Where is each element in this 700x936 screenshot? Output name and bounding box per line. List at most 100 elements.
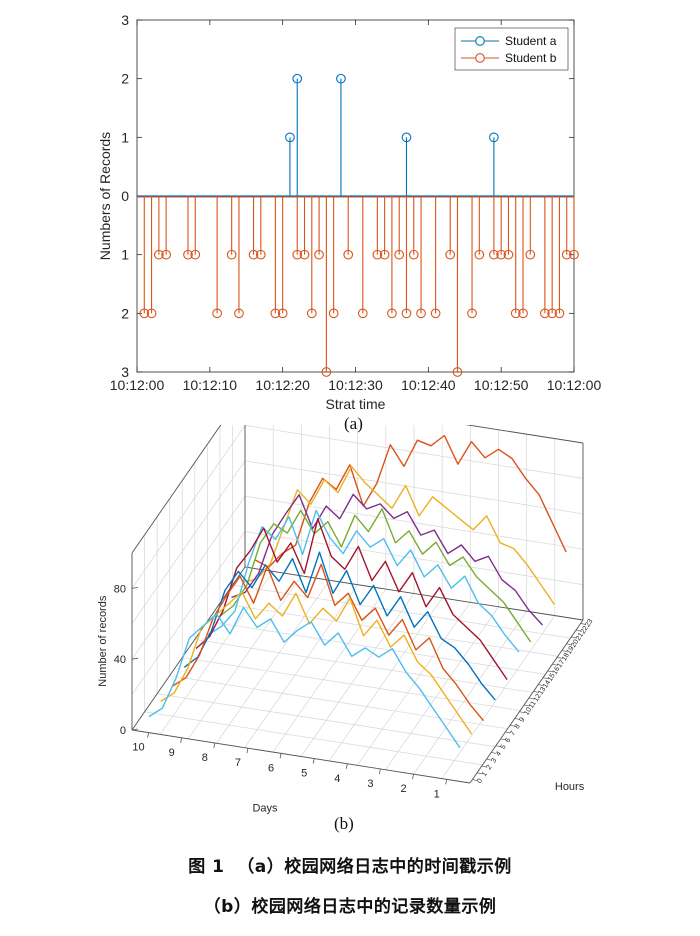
day-tick-label: 4 [334,773,340,785]
floor-gridline [328,597,443,762]
hours-axis-title: Hours [555,781,585,793]
hour-tick-mark [481,765,487,768]
days-axis-title: Days [252,803,278,815]
hour-tick-label: 13 [537,686,547,696]
day-series-line [148,606,461,749]
stem-marker-student-b [161,249,171,260]
day-series-line [172,563,485,722]
stem-marker-student-b [503,249,514,260]
z-tick-label: 80 [114,583,126,595]
hour-tick-mark [566,643,572,646]
y-tick-label: 1 [121,247,129,263]
hour-tick-mark [542,677,549,680]
day-series-line [254,434,567,569]
floor-gridline [219,602,558,657]
hour-tick-label: 10 [523,706,533,716]
day-series-line [219,508,532,643]
stem-marker-student-b [299,249,310,260]
floor-gridline [169,675,508,730]
day-tick-mark [279,753,282,759]
x-tick-label: 10:12:20 [255,377,310,393]
axis-box-edge [131,425,222,554]
stem-marker-student-b [212,308,222,319]
floor-gridline [232,584,571,639]
legend-marker [475,53,485,63]
y-tick-label: 1 [121,129,129,145]
stem-marker-student-b [190,249,201,260]
hour-tick-label: 7 [509,730,517,737]
stem-marker-student-b [306,308,317,319]
caption-a-text: （a）校园网络日志中的时间戳示例 [237,857,512,877]
axis-box-edge [465,425,584,444]
hour-tick-label: 8 [514,723,522,730]
hour-tick-mark [528,697,534,700]
hour-tick-mark [552,663,558,666]
legend-label: Student b [505,51,557,65]
hour-tick-mark [500,738,506,741]
hour-tick-mark [491,752,497,754]
stem-marker-student-a [401,132,412,143]
day-tick-mark [180,737,183,743]
hour-tick-label: 14 [542,679,552,689]
axis-box-edge [131,566,246,731]
stem-marker-student-b [248,249,259,260]
figure-caption-line-1: 图 1 （a）校园网络日志中的时间戳示例 [0,852,700,877]
hour-tick-mark [514,718,520,720]
hour-tick-mark [571,636,577,639]
hour-tick-label: 4 [495,750,503,757]
figure-caption-line-2: （b）校园网络日志中的记录数量示例 [0,892,700,917]
floor-gridline [441,615,556,779]
stem-marker-student-b [394,249,405,260]
hour-tick-label: 15 [547,672,557,682]
left-wall-gridline [131,531,246,695]
y-tick-label: 3 [121,12,129,28]
stem-marker-student-b [387,308,397,319]
stem-marker-student-b [467,308,477,319]
stem-marker-student-b [452,367,463,377]
day-tick-label: 2 [400,783,406,795]
hour-tick-label: 6 [504,737,512,744]
stem-marker-student-b [255,249,266,260]
stem-marker-student-b [154,249,164,260]
hour-tick-mark [486,758,492,761]
stem-marker-student-b [357,308,368,319]
hour-tick-label: 11 [528,700,538,710]
hour-tick-mark [472,779,478,781]
day-series-line [207,509,520,653]
z-axis-title: Number of records [97,595,109,687]
hour-tick-mark [495,745,501,747]
floor-gridline [357,602,471,766]
day-tick-label: 6 [268,762,274,774]
stem-marker-student-b [270,308,281,319]
x-axis-title: Strat time [326,396,386,412]
stem-marker-student-b [379,249,390,260]
hour-tick-label: 3 [490,757,498,764]
stem-marker-student-b [474,249,485,260]
stem-marker-student-b [328,308,339,319]
y-axis-title: Numbers of Records [97,132,113,260]
stem-marker-student-b [489,249,499,260]
z-tick-label: 0 [120,725,126,737]
day-tick-mark [379,768,381,775]
stem-marker-student-b [401,308,412,319]
stem-marker-student-b [510,308,521,319]
hour-tick-mark [575,629,581,632]
stem-marker-student-b [321,367,332,377]
floor-gridline [159,571,274,735]
axis-box-edge [244,566,584,621]
floor-gridline [413,610,527,775]
stem-marker-student-b [525,249,536,260]
day-tick-mark [147,732,149,738]
floor-gridline [194,639,533,693]
floor-gridline [157,693,496,748]
stem-marker-student-b [547,308,558,319]
floor-gridline [182,657,521,711]
legend-box [454,27,569,71]
subfigure-label-a: (a) [344,414,363,433]
day-tick-label: 7 [235,757,241,769]
x-tick-label: 10:12:10 [183,377,238,393]
day-tick-label: 5 [301,768,307,780]
day-series-line [243,465,555,605]
x-tick-label: 10:12:00 [110,377,165,393]
